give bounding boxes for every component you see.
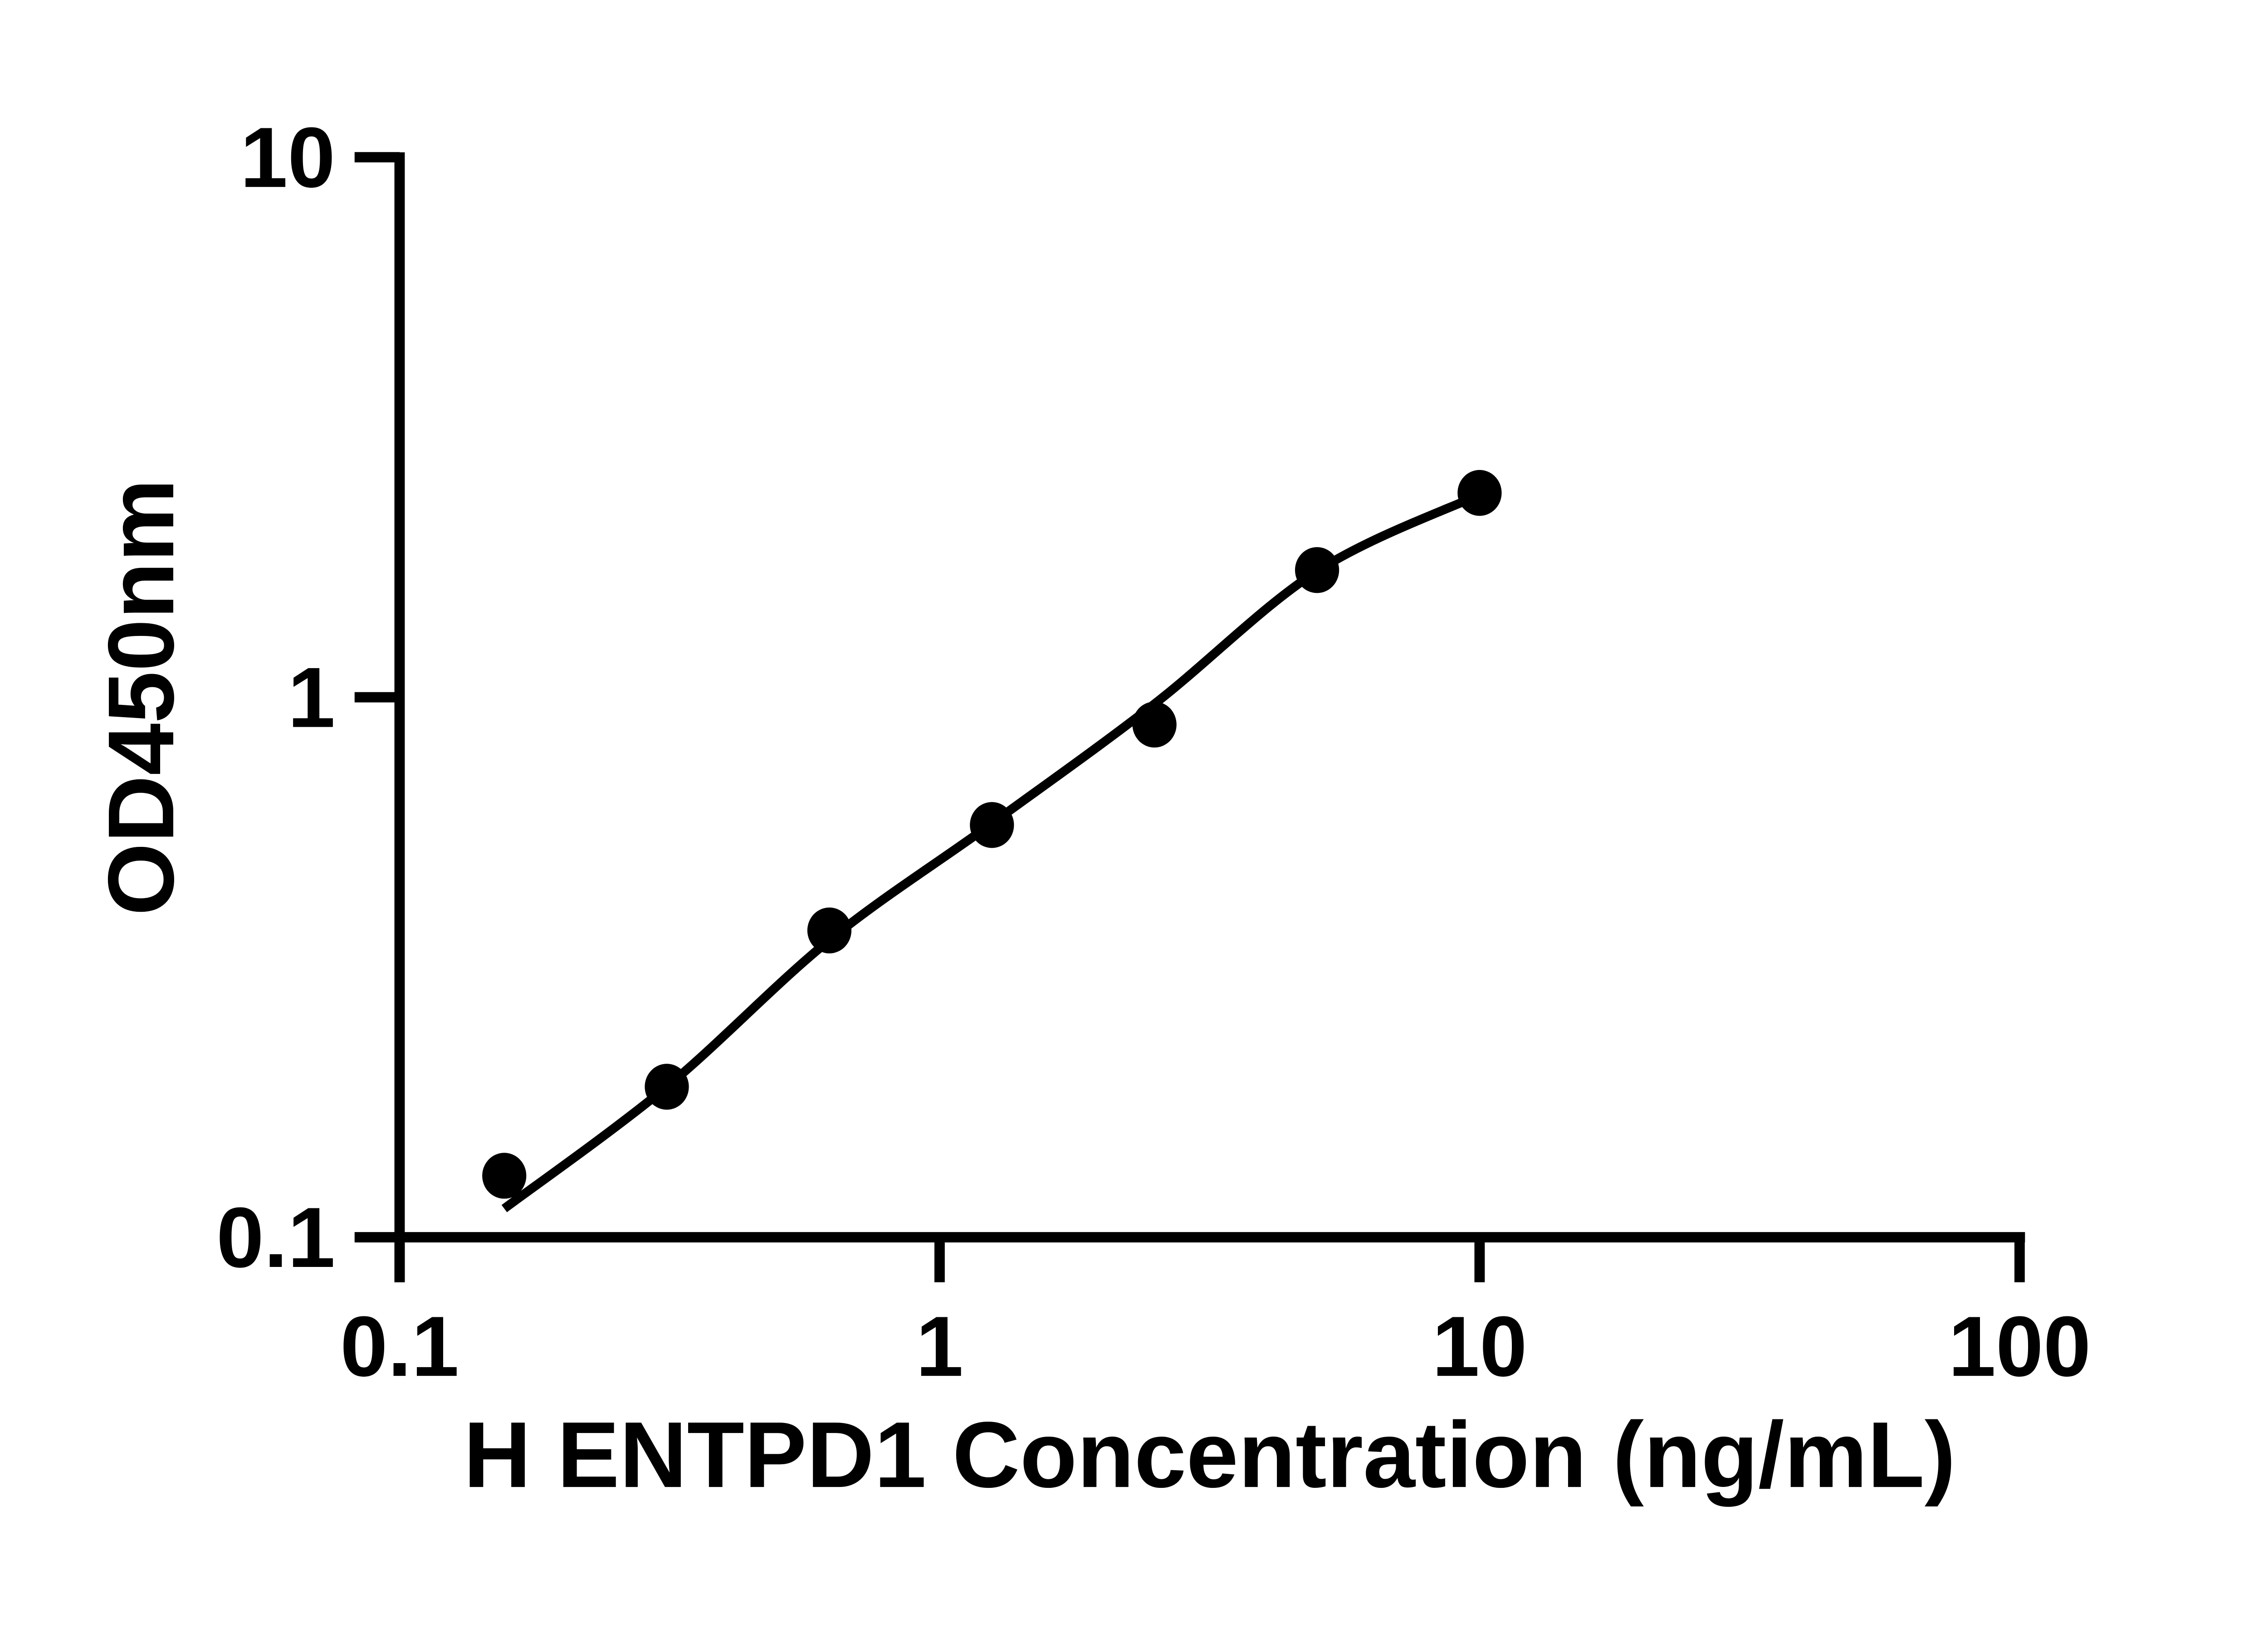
x-axis-title: H ENTPD1 Concentration (ng/mL) [464,1402,1956,1507]
y-axis-ticks: 10 1 0.1 [216,109,400,1285]
x-tick-label: 1 [916,1298,963,1394]
x-tick-label: 0.1 [340,1298,459,1394]
y-axis-title: OD450nm [88,479,193,915]
x-axis-ticks: 0.1 1 10 100 [340,1237,2091,1394]
y-tick-label: 10 [240,109,335,205]
data-point-marker [482,1153,527,1199]
data-point-marker [807,907,852,953]
y-tick-label: 0.1 [216,1189,335,1285]
figure-background [0,6,2268,1627]
data-point-marker [1295,547,1339,593]
x-tick-label: 10 [1432,1298,1527,1394]
data-point-marker [970,802,1014,848]
data-point-marker [1457,470,1502,516]
data-point-marker [645,1064,689,1110]
axes [394,152,2025,1282]
y-tick-label: 1 [288,650,335,745]
data-points [482,470,1502,1199]
data-point-marker [1132,701,1177,748]
x-tick-label: 100 [1948,1298,2091,1394]
